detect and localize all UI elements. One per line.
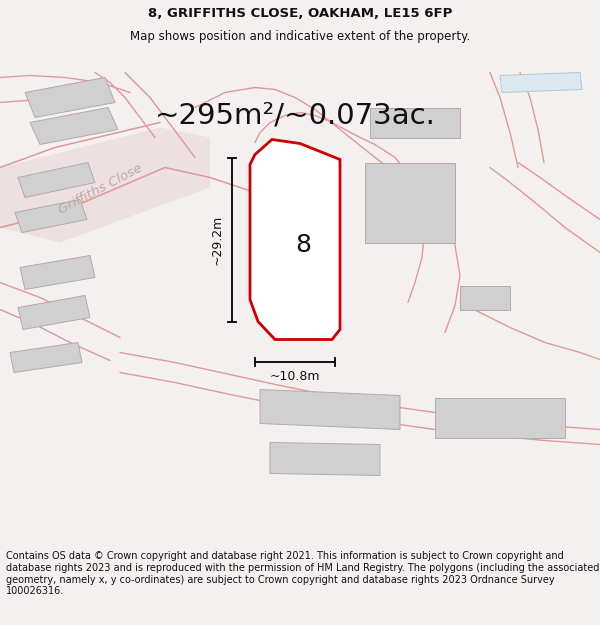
Polygon shape (260, 389, 400, 429)
Polygon shape (365, 162, 455, 242)
Text: 8, GRIFFITHS CLOSE, OAKHAM, LE15 6FP: 8, GRIFFITHS CLOSE, OAKHAM, LE15 6FP (148, 7, 452, 19)
Polygon shape (460, 286, 510, 309)
Polygon shape (25, 78, 115, 118)
Polygon shape (10, 342, 82, 372)
Polygon shape (370, 107, 460, 138)
Polygon shape (435, 398, 565, 437)
Text: ~10.8m: ~10.8m (270, 369, 320, 382)
Polygon shape (0, 127, 210, 242)
Polygon shape (20, 256, 95, 289)
Polygon shape (250, 139, 340, 339)
Text: Griffiths Close: Griffiths Close (56, 162, 144, 217)
Polygon shape (30, 107, 118, 144)
Text: ~295m²/~0.073ac.: ~295m²/~0.073ac. (155, 101, 436, 129)
Polygon shape (500, 72, 582, 92)
Text: ~29.2m: ~29.2m (211, 214, 224, 264)
Text: 8: 8 (295, 232, 311, 256)
Polygon shape (270, 442, 380, 476)
Polygon shape (18, 162, 95, 198)
Polygon shape (18, 296, 90, 329)
Polygon shape (15, 199, 87, 232)
Text: Contains OS data © Crown copyright and database right 2021. This information is : Contains OS data © Crown copyright and d… (6, 551, 599, 596)
Text: Map shows position and indicative extent of the property.: Map shows position and indicative extent… (130, 30, 470, 43)
